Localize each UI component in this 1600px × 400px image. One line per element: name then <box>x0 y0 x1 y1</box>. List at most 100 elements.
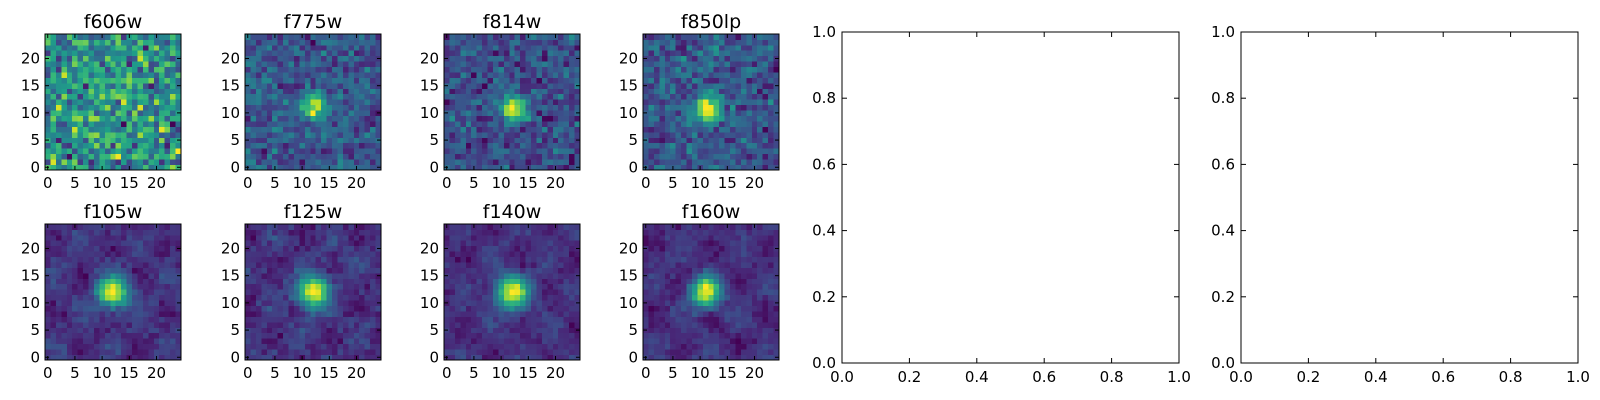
heatmap-pixel <box>476 72 483 78</box>
heatmap-pixel <box>746 88 753 95</box>
heatmap-pixel <box>359 131 366 138</box>
heatmap-pixel <box>126 229 133 236</box>
heatmap-pixel <box>359 88 366 95</box>
heatmap-pixel <box>675 327 682 334</box>
heatmap-pixel <box>153 278 160 285</box>
heatmap-pixel <box>315 110 322 116</box>
heatmap-pixel <box>547 327 554 334</box>
heatmap-pixel <box>364 332 371 339</box>
heatmap-pixel <box>293 256 300 263</box>
heatmap-pixel <box>99 61 106 68</box>
heatmap-pixel <box>487 131 494 138</box>
heatmap-pixel <box>697 289 704 296</box>
heatmap-pixel <box>88 245 95 252</box>
heatmap-pixel <box>724 50 731 57</box>
heatmap-pixel <box>664 126 671 133</box>
heatmap-pixel <box>525 55 532 62</box>
heatmap-pixel <box>558 72 565 78</box>
heatmap-pixel <box>110 349 117 355</box>
heatmap-pixel <box>547 126 554 133</box>
heatmap-pixel <box>751 311 758 317</box>
heatmap-pixel <box>315 305 322 312</box>
heatmap-pixel <box>326 50 333 57</box>
heatmap-pixel <box>482 131 488 138</box>
heatmap-pixel <box>509 126 516 133</box>
heatmap-pixel <box>547 245 554 252</box>
heatmap-pixel <box>531 338 537 345</box>
heatmap-pixel <box>757 327 764 334</box>
heatmap-pixel <box>531 240 537 247</box>
heatmap-pixel <box>552 332 559 339</box>
heatmap-pixel <box>277 240 284 247</box>
heatmap-pixel <box>558 305 565 312</box>
heatmap-pixel <box>681 148 687 155</box>
heatmap-pixel <box>670 126 677 133</box>
heatmap-pixel <box>142 311 149 317</box>
heatmap-pixel <box>735 121 742 127</box>
heatmap-pixel <box>697 349 704 355</box>
heatmap-pixel <box>115 72 122 78</box>
heatmap-pixel <box>104 267 111 274</box>
heatmap-pixel <box>283 44 289 51</box>
heatmap-pixel <box>751 153 758 160</box>
heatmap-pixel <box>104 316 111 323</box>
heatmap-pixel <box>762 294 769 301</box>
heatmap-pixel <box>148 55 155 62</box>
heatmap-pixel <box>375 224 382 230</box>
heatmap-pixel <box>648 55 655 62</box>
heatmap-pixel <box>137 240 144 247</box>
heatmap-pixel <box>110 354 117 361</box>
heatmap-pixel <box>471 294 478 301</box>
heatmap-pixel <box>514 126 521 133</box>
heatmap-pixel <box>547 289 554 296</box>
heatmap-pixel <box>148 256 155 263</box>
heatmap-pixel <box>648 332 655 339</box>
heatmap-pixel <box>547 77 554 84</box>
heatmap-pixel <box>708 121 715 127</box>
y-tick-label: 20 <box>420 49 439 67</box>
heatmap-pixel <box>681 332 687 339</box>
heatmap-pixel <box>675 82 682 89</box>
heatmap-pixel <box>137 82 144 89</box>
heatmap-pixel <box>460 224 467 230</box>
heatmap-pixel <box>713 121 720 127</box>
heatmap-pixel <box>681 39 687 46</box>
x-tick-label: 0 <box>43 364 53 382</box>
heatmap-pixel <box>536 300 543 306</box>
heatmap-pixel <box>487 327 494 334</box>
heatmap-pixel <box>740 164 747 171</box>
heatmap-pixel <box>137 305 144 312</box>
heatmap-pixel <box>321 77 327 84</box>
heatmap-pixel <box>370 82 376 89</box>
heatmap-pixel <box>563 327 570 334</box>
heatmap-pixel <box>558 332 565 339</box>
heatmap-pixel <box>293 272 300 279</box>
heatmap-pixel <box>304 294 311 301</box>
heatmap-pixel <box>648 148 655 155</box>
heatmap-pixel <box>315 159 322 165</box>
heatmap-pixel <box>449 50 456 57</box>
heatmap-pixel <box>454 72 461 78</box>
heatmap-pixel <box>471 234 478 241</box>
heatmap-pixel <box>697 93 704 100</box>
heatmap-pixel <box>288 72 295 78</box>
heatmap-pixel <box>72 278 79 285</box>
heatmap-pixel <box>288 131 295 138</box>
x-tick-label: 20 <box>347 364 366 382</box>
heatmap-pixel <box>574 278 581 285</box>
heatmap-pixel <box>773 148 780 155</box>
heatmap-pixel <box>283 245 289 252</box>
heatmap-pixel <box>492 44 499 51</box>
y-tick-label: 10 <box>420 104 439 122</box>
heatmap-pixel <box>93 251 100 258</box>
heatmap-pixel <box>730 55 736 62</box>
heatmap-pixel <box>675 99 682 106</box>
heatmap-pixel <box>541 82 548 89</box>
heatmap-pixel <box>332 93 338 100</box>
heatmap-pixel <box>558 338 565 345</box>
heatmap-pixel <box>342 283 349 290</box>
heatmap-pixel <box>250 55 257 62</box>
heatmap-pixel <box>164 131 171 138</box>
heatmap-pixel <box>574 34 581 40</box>
heatmap-pixel <box>153 110 160 116</box>
